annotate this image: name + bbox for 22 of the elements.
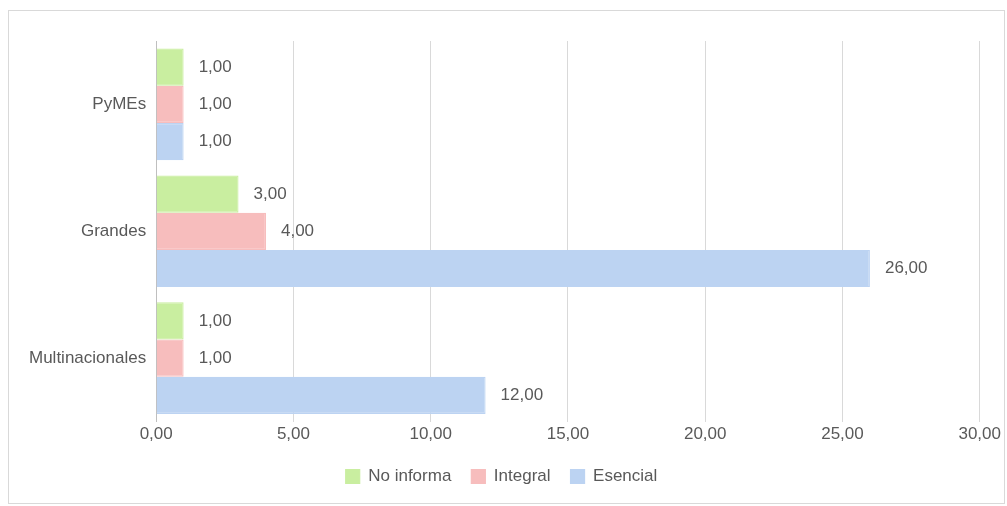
x-tick-label: 5,00 [276,424,310,444]
legend-label: Esencial [593,466,658,486]
data-label: 1,00 [198,347,232,367]
data-label: 3,00 [253,183,287,203]
data-label: 1,00 [198,131,232,151]
x-tick-label: 15,00 [546,424,590,444]
x-tick-label: 30,00 [958,424,1001,444]
data-label: 1,00 [198,56,232,76]
data-label: 1,00 [198,310,232,330]
x-tick-label: 25,00 [821,424,864,444]
y-tick-label: Grandes [80,220,147,240]
y-tick-label: Multinacionales [28,347,147,367]
x-tick-label: 0,00 [139,424,173,444]
y-tick-label: PyMEs [92,94,147,114]
x-tick-label: 20,00 [683,424,727,444]
data-label: 1,00 [198,94,232,114]
data-label: 26,00 [884,258,928,278]
x-tick-label: 10,00 [409,424,452,444]
data-label: 12,00 [500,385,544,405]
data-label: 4,00 [280,220,315,240]
legend-label: Integral [493,466,551,486]
legend-label: No informa [368,466,452,486]
